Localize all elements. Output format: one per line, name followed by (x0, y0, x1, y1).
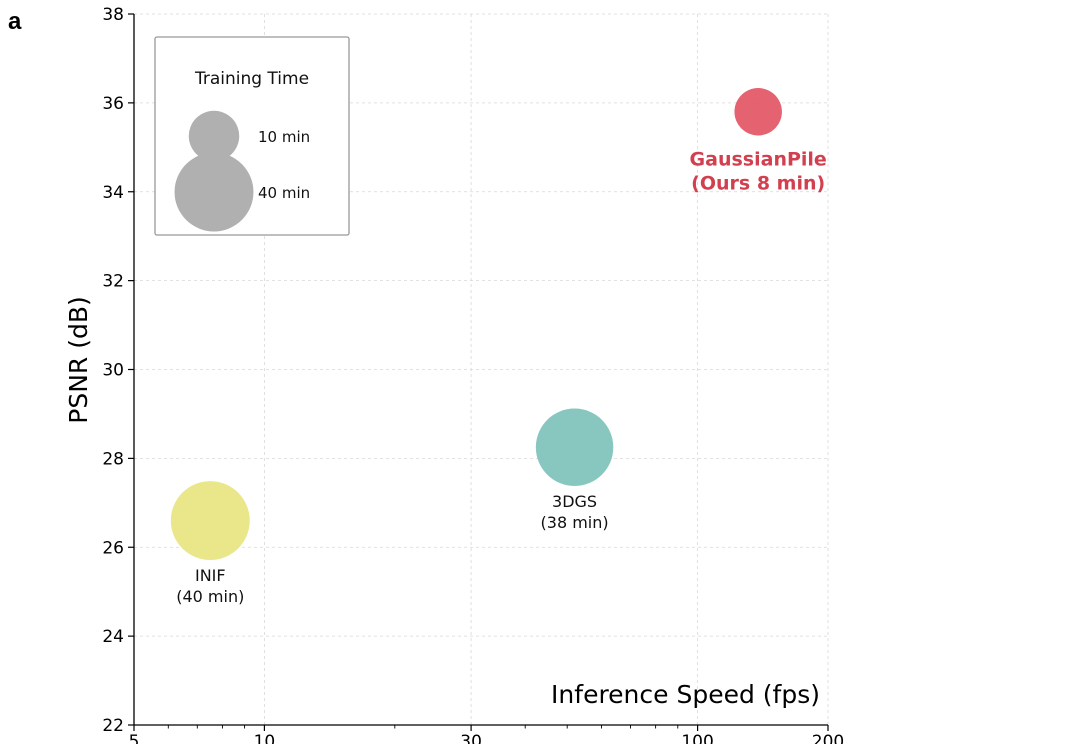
x-tick-label: 30 (460, 732, 482, 744)
x-tick-label: 200 (812, 732, 844, 744)
legend-bubble (174, 152, 254, 232)
point-label: (38 min) (541, 513, 609, 532)
point-label: (40 min) (176, 587, 244, 606)
legend-label: 10 min (258, 128, 310, 146)
point-label: (Ours 8 min) (691, 172, 825, 194)
legend-title: Training Time (194, 69, 309, 89)
y-tick-label: 36 (102, 94, 124, 114)
x-tick-label: 5 (129, 732, 140, 744)
x-axis-label: Inference Speed (fps) (551, 680, 820, 709)
point-label: INIF (195, 566, 226, 585)
y-tick-label: 38 (102, 5, 124, 25)
panel-label: a (8, 8, 22, 35)
y-tick-label: 28 (102, 449, 124, 469)
y-axis-label: PSNR (dB) (64, 296, 93, 424)
point-label: 3DGS (552, 492, 597, 511)
y-tick-label: 22 (102, 716, 124, 736)
y-tick-label: 34 (102, 183, 124, 203)
point-label: GaussianPile (690, 148, 827, 170)
bubble-inif (170, 481, 250, 561)
y-tick-label: 26 (102, 538, 124, 558)
legend-bubble (188, 110, 240, 162)
y-tick-label: 24 (102, 627, 124, 647)
legend-label: 40 min (258, 184, 310, 202)
y-tick-label: 30 (102, 361, 124, 381)
x-tick-label: 10 (254, 732, 276, 744)
bubble-gaussianpile (734, 88, 782, 136)
bubble-3dgs (535, 408, 614, 487)
y-tick-label: 32 (102, 272, 124, 292)
x-tick-label: 100 (681, 732, 713, 744)
